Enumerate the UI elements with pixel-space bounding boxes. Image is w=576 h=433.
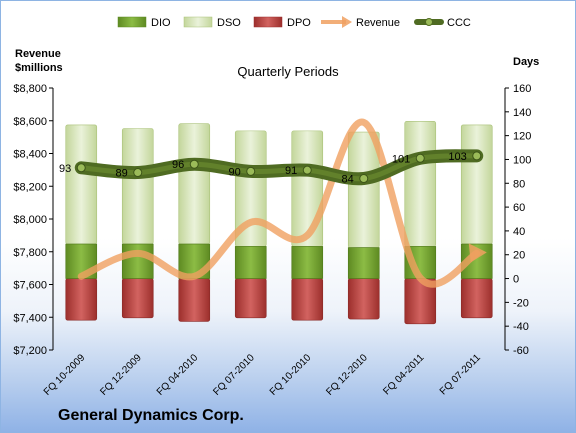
right-tick-label: 80 — [513, 178, 525, 190]
legend-item-dio: DIO — [117, 16, 171, 29]
right-axis-ticks: -60 -40 -20 0 20 40 60 80 100 120 140 160 — [505, 83, 531, 357]
category-label: FQ 07-2011 — [438, 352, 483, 397]
company-name: General Dynamics Corp. — [58, 407, 244, 424]
dso-bar — [291, 130, 324, 247]
ccc-point — [472, 151, 482, 161]
ccc-data-label: 96 — [172, 159, 184, 171]
ccc-point — [189, 159, 199, 169]
left-tick-label: $8,200 — [13, 181, 47, 193]
category-label: FQ 04-2010 — [155, 352, 201, 398]
left-tick-label: $8,600 — [13, 116, 47, 128]
legend-label-revenue: Revenue — [356, 17, 400, 29]
dso-bar — [121, 128, 154, 245]
category-label: FQ 12-2010 — [324, 352, 370, 398]
ccc-data-label: 84 — [342, 174, 354, 186]
legend: DIO DSO DPO Revenue CCC — [117, 16, 471, 29]
revenue-series — [77, 118, 487, 288]
dpo-bar — [65, 278, 98, 321]
category-label: FQ 04-2011 — [381, 352, 426, 397]
left-tick-label: $8,000 — [13, 214, 47, 226]
legend-label-dpo: DPO — [287, 17, 311, 29]
ccc-line-highlight — [78, 153, 480, 182]
ccc-data-label: 101 — [392, 153, 410, 165]
legend-label-dso: DSO — [217, 17, 241, 29]
dpo-bar — [178, 278, 211, 322]
bar-series — [65, 121, 493, 325]
dso-bar — [460, 124, 493, 245]
category-label: FQ 12-2009 — [98, 352, 144, 398]
dso-bar — [347, 131, 380, 248]
legend-label-dio: DIO — [151, 17, 171, 29]
legend-item-ccc: CCC — [414, 17, 471, 29]
dpo-bar — [347, 278, 380, 320]
left-axis-title-line2: $millions — [15, 62, 63, 74]
left-tick-label: $7,600 — [13, 280, 47, 292]
dpo-bar — [234, 278, 267, 319]
left-tick-label: $8,800 — [13, 83, 47, 95]
left-axis-title-line1: Revenue — [15, 48, 61, 60]
revenue-line-path — [77, 118, 481, 288]
right-tick-label: 140 — [513, 107, 531, 119]
legend-item-dpo: DPO — [253, 16, 311, 29]
right-tick-label: 60 — [513, 202, 525, 214]
dpo-bar — [121, 278, 154, 319]
right-tick-label: 120 — [513, 131, 531, 143]
left-tick-label: $7,200 — [13, 345, 47, 357]
ccc-point — [359, 174, 369, 184]
ccc-data-label: 89 — [116, 168, 128, 180]
ccc-data-label: 90 — [229, 166, 241, 178]
dso-bar — [178, 123, 211, 245]
left-tick-label: $7,800 — [13, 247, 47, 259]
legend-label-ccc: CCC — [447, 17, 471, 29]
ccc-point — [415, 153, 425, 163]
dio-bar — [121, 243, 154, 279]
ccc-data-label: 93 — [59, 163, 71, 175]
right-axis-title: Days — [513, 56, 539, 68]
right-tick-label: 100 — [513, 154, 531, 166]
ccc-point — [302, 165, 312, 175]
dio-bar — [347, 247, 380, 279]
right-tick-label: 160 — [513, 83, 531, 95]
dio-bar — [291, 246, 324, 279]
chart-title: Quarterly Periods — [237, 64, 339, 79]
ccc-point — [246, 166, 256, 176]
legend-item-dso: DSO — [183, 16, 241, 29]
right-tick-label: 0 — [513, 274, 519, 286]
ccc-series: 93 89 96 90 91 84 101 103 — [59, 149, 484, 186]
ccc-data-label: 91 — [285, 165, 297, 177]
left-axis-ticks: $7,200 $7,400 $7,600 $7,800 $8,000 $8,200 $8,4… — [13, 83, 53, 357]
revenue-arrowhead — [468, 243, 487, 263]
ccc-point — [133, 168, 143, 178]
legend-item-revenue: Revenue — [321, 16, 400, 29]
dpo-bar — [460, 278, 493, 319]
right-tick-label: -40 — [513, 321, 529, 333]
right-tick-label: -20 — [513, 297, 529, 309]
dso-bar — [404, 121, 437, 247]
category-label: FQ 07-2010 — [211, 352, 257, 398]
right-tick-label: -60 — [513, 345, 529, 357]
category-label: FQ 10-2009 — [42, 352, 88, 398]
right-tick-label: 40 — [513, 226, 525, 238]
ccc-point — [76, 163, 86, 173]
category-label: FQ 10-2010 — [268, 352, 314, 398]
ccc-data-label: 103 — [448, 151, 466, 163]
dpo-bar — [291, 278, 324, 321]
left-tick-label: $8,400 — [13, 149, 47, 161]
dio-bar — [234, 246, 267, 279]
dso-bar — [65, 124, 98, 245]
right-tick-label: 20 — [513, 250, 525, 262]
left-tick-label: $7,400 — [13, 312, 47, 324]
category-axis-labels: FQ 10-2009 FQ 12-2009 FQ 04-2010 FQ 07-2010… — [42, 352, 483, 398]
